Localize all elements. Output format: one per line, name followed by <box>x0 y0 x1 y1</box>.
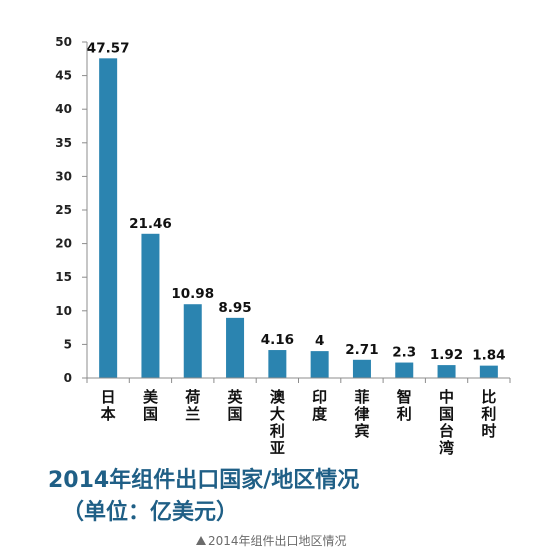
bar <box>352 359 371 378</box>
x-category-label-char: 国 <box>228 405 243 423</box>
x-category-label-char: 比 <box>481 388 496 406</box>
x-category-label-char: 本 <box>101 405 116 423</box>
x-category-label-char: 中 <box>439 388 454 406</box>
y-tick-label: 25 <box>55 203 72 217</box>
y-tick-label: 5 <box>64 337 72 351</box>
y-tick-label: 0 <box>64 371 72 385</box>
y-tick-label: 15 <box>55 270 72 284</box>
y-tick-label: 35 <box>55 136 72 150</box>
x-category-label-char: 英 <box>228 388 244 406</box>
x-category-label-char: 荷 <box>185 388 200 406</box>
x-category-label-char: 澳 <box>270 388 286 406</box>
bar <box>310 351 329 378</box>
value-label: 47.57 <box>87 40 130 56</box>
value-label: 1.84 <box>472 348 505 364</box>
x-category-label-char: 湾 <box>439 439 454 457</box>
bar <box>437 365 456 378</box>
bar <box>226 317 245 378</box>
bar <box>479 365 498 378</box>
x-category-label-char: 国 <box>439 405 454 423</box>
x-category-label-char: 利 <box>270 422 285 440</box>
bar <box>395 362 414 378</box>
x-category-label-char: 亚 <box>270 439 285 457</box>
value-label: 4 <box>315 333 324 349</box>
caption-bar <box>0 525 554 550</box>
x-category-label-char: 国 <box>143 405 158 423</box>
y-tick-label: 20 <box>55 237 72 251</box>
x-category-label-char: 时 <box>481 422 496 440</box>
x-category-label-char: 兰 <box>185 405 200 423</box>
triangle-up-icon <box>196 536 206 545</box>
x-category-label-char: 度 <box>312 405 328 423</box>
image-caption: 2014年组件出口地区情况 <box>196 532 347 549</box>
x-category-label-char: 利 <box>481 405 496 423</box>
x-category-label-char: 台 <box>439 422 454 440</box>
x-category-label-char: 宾 <box>354 422 369 440</box>
value-label: 1.92 <box>430 347 463 363</box>
value-label: 8.95 <box>218 300 251 316</box>
value-label: 21.46 <box>129 216 172 232</box>
bars-group <box>99 58 498 379</box>
y-ticks-group: 0 5 10 15 20 25 30 35 40 45 50 <box>55 35 87 385</box>
caption-text: 2014年组件出口地区情况 <box>208 534 347 548</box>
x-category-label-char: 日 <box>101 388 116 406</box>
value-label: 2.71 <box>345 342 378 358</box>
y-tick-label: 30 <box>55 169 72 183</box>
value-label: 4.16 <box>261 332 294 348</box>
bar <box>141 233 160 378</box>
bar <box>183 304 202 378</box>
x-category-label-char: 印 <box>312 388 327 406</box>
x-category-label-char: 大 <box>270 405 285 423</box>
value-labels-group: 47.57 21.46 10.988.95 4.16 4 2.71 2.3 1.92 1.84 <box>87 40 506 363</box>
chart-subtitle: （单位：亿美元） <box>62 500 239 525</box>
x-category-label-char: 菲 <box>354 388 369 406</box>
y-tick-label: 40 <box>55 102 72 116</box>
y-tick-label: 45 <box>55 69 72 83</box>
x-category-label-char: 律 <box>353 405 369 423</box>
chart-title: 2014年组件出口国家/地区情况 <box>48 468 360 493</box>
x-category-label-char: 利 <box>397 405 412 423</box>
y-tick-label: 50 <box>55 35 72 49</box>
y-tick-label: 10 <box>55 304 72 318</box>
value-label: 10.98 <box>171 286 214 302</box>
x-category-label-char: 美 <box>143 388 159 406</box>
x-category-label-char: 智 <box>397 388 412 406</box>
bar <box>268 350 287 378</box>
value-label: 2.3 <box>392 345 416 361</box>
bar <box>99 58 118 379</box>
